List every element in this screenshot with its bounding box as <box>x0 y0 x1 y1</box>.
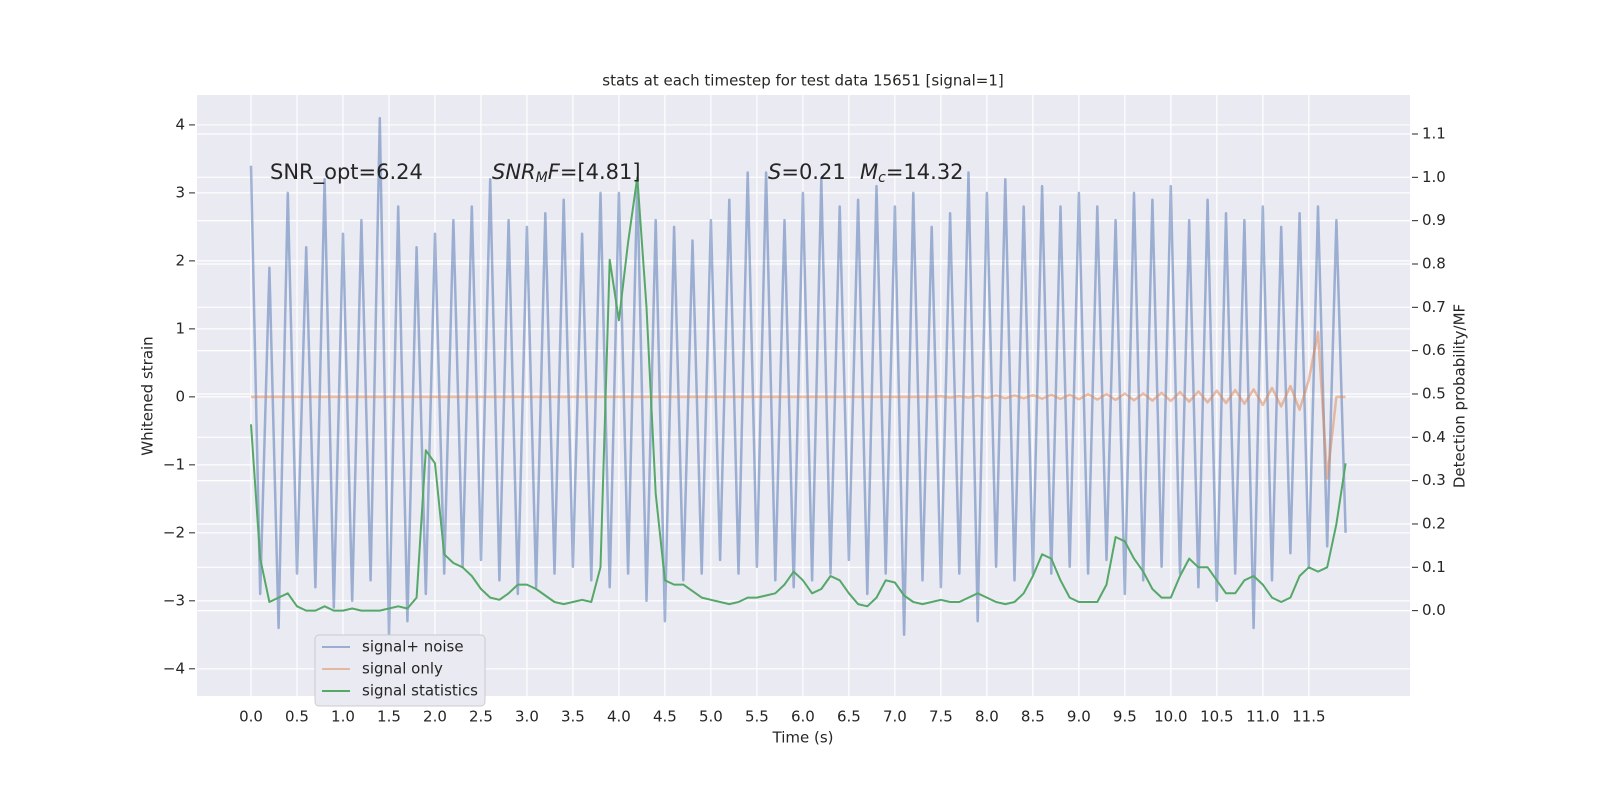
y-tick-label: −2 <box>163 523 185 541</box>
series-line <box>250 176 1347 612</box>
y2-axis-label: Detection probability/MF <box>1451 304 1469 488</box>
legend-label: signal statistics <box>362 682 478 700</box>
y2-tick-label: 0.7 <box>1422 298 1446 316</box>
annotation: SNR_opt=6.24 <box>270 160 423 185</box>
y2-tick-label: 1.0 <box>1422 168 1446 186</box>
y-tick-label: 2 <box>175 251 185 269</box>
x-tick-label: 10.5 <box>1200 708 1233 726</box>
y-tick-label: 3 <box>175 183 185 201</box>
x-tick-label: 2.5 <box>469 708 493 726</box>
x-tick-label: 4.5 <box>653 708 677 726</box>
y2-tick-label: 0.2 <box>1422 514 1446 532</box>
x-tick-label: 6.5 <box>837 708 861 726</box>
series-line <box>249 116 1347 637</box>
y2-tick-label: 0.1 <box>1422 558 1446 576</box>
y-axis-label: Whitened strain <box>139 336 157 455</box>
x-tick-label: 8.0 <box>975 708 999 726</box>
x-tick-label: 1.5 <box>377 708 401 726</box>
y2-tick-label: 1.1 <box>1422 124 1446 142</box>
x-tick-label: 2.0 <box>423 708 447 726</box>
chart-title: stats at each timestep for test data 156… <box>602 72 1003 90</box>
annotation: S=0.21 <box>768 160 846 184</box>
x-tick-label: 9.5 <box>1113 708 1137 726</box>
x-tick-label: 9.0 <box>1067 708 1091 726</box>
y-tick-label: 0 <box>175 387 185 405</box>
x-tick-label: 8.5 <box>1021 708 1045 726</box>
y2-tick-label: 0.0 <box>1422 601 1446 619</box>
x-tick-label: 0.0 <box>239 708 263 726</box>
y-tick-label: 4 <box>175 115 185 133</box>
x-tick-label: 5.5 <box>745 708 769 726</box>
x-tick-label: 3.5 <box>561 708 585 726</box>
x-tick-label: 7.5 <box>929 708 953 726</box>
x-tick-label: 6.0 <box>791 708 815 726</box>
legend-label: signal only <box>362 660 443 678</box>
y-tick-label: 1 <box>175 319 185 337</box>
y2-tick-label: 0.4 <box>1422 428 1446 446</box>
legend-label: signal+ noise <box>362 638 464 656</box>
series-line <box>251 331 1346 480</box>
x-tick-label: 3.0 <box>515 708 539 726</box>
annotation: SNRMF=[4.81] <box>492 160 641 186</box>
x-tick-label: 5.0 <box>699 708 723 726</box>
legend-box <box>314 634 486 707</box>
x-axis-label: Time (s) <box>772 729 834 747</box>
y2-tick-label: 0.8 <box>1422 254 1446 272</box>
y2-tick-label: 0.3 <box>1422 471 1446 489</box>
y2-tick-label: 0.9 <box>1422 211 1446 229</box>
y-tick-label: −3 <box>163 591 185 609</box>
y2-tick-label: 0.6 <box>1422 341 1446 359</box>
x-tick-label: 11.5 <box>1292 708 1325 726</box>
x-tick-label: 10.0 <box>1154 708 1187 726</box>
y-tick-label: −4 <box>163 659 185 677</box>
y2-tick-label: 0.5 <box>1422 384 1446 402</box>
x-tick-label: 1.0 <box>331 708 355 726</box>
annotation: Mc=14.32 <box>860 160 964 186</box>
x-tick-label: 4.0 <box>607 708 631 726</box>
x-tick-label: 7.0 <box>883 708 907 726</box>
y-tick-label: −1 <box>163 455 185 473</box>
x-tick-label: 11.0 <box>1246 708 1279 726</box>
x-tick-label: 0.5 <box>285 708 309 726</box>
